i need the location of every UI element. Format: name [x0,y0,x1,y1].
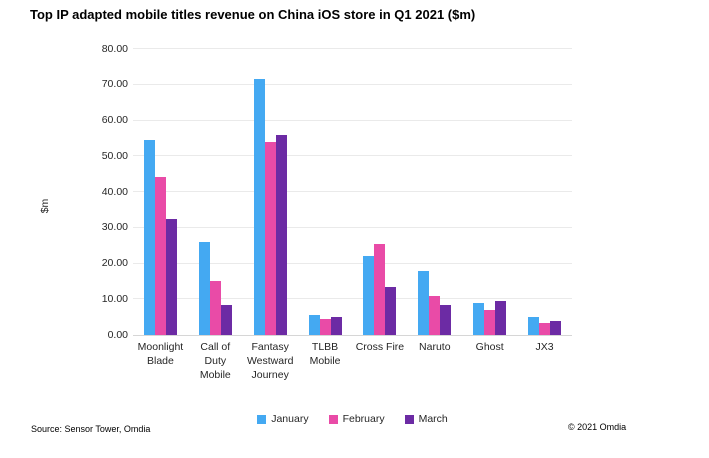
bar [220,305,232,335]
bar [363,256,375,335]
bar [154,176,166,335]
y-tick-label: 30.00 [101,221,128,234]
bar [143,140,155,335]
y-axis-label: $m [39,198,51,214]
gridline [133,298,572,300]
x-axis-label: Cross Fire [355,341,405,353]
bar [440,304,452,335]
bar-group-8 [517,317,572,335]
legend-label: February [342,413,385,425]
gridline [133,191,572,192]
bar [264,141,276,335]
y-tick-label: 20.00 [101,257,128,269]
bar [198,242,210,335]
legend: January February March [133,413,572,425]
x-axis-label: Ghost [475,341,504,353]
plot-area [133,48,572,336]
bar [528,317,540,335]
y-tick-label: 10.00 [101,292,128,305]
legend-swatch-icon [404,414,414,424]
bar-group-7 [462,301,517,335]
y-tick-label: 0.00 [107,328,128,341]
y-tick-label: 70.00 [101,78,128,91]
x-axis-labels: Moonlight Blade Call of Duty Mobile Fantas… [133,341,572,383]
x-axis-label: Moonlight Blade [137,341,184,367]
gridline [133,262,572,264]
x-axis-label: TLBB Mobile [309,341,341,367]
bar-groups [133,49,572,335]
gridline [133,119,572,121]
x-axis-label: JX3 [535,341,554,353]
bar [429,296,441,335]
bar [374,244,386,335]
gridline [133,155,572,157]
legend-item: February [328,413,385,425]
bar [539,322,551,335]
bar [319,319,331,335]
legend-swatch-icon [328,414,338,424]
legend-item: January [257,413,309,425]
bar [165,219,177,335]
legend-label: January [271,413,309,425]
bar-group-4 [298,314,353,335]
bar [253,79,265,335]
bar [418,270,430,335]
y-tick-label: 40.00 [101,185,128,198]
x-axis-label: Call of Duty Mobile [199,341,231,381]
legend-item: March [404,413,448,425]
y-tick-label: 60.00 [101,114,128,126]
bar [385,287,397,335]
bar [484,309,496,335]
y-tick-label: 80.00 [101,42,128,55]
bar [275,134,287,335]
bar [209,281,221,335]
bar [495,301,507,335]
bar-group-5 [353,244,408,335]
y-tick-label: 50.00 [101,149,128,162]
x-axis-label: Fantasy Westward Journey [246,341,294,381]
bar [550,321,562,335]
bar-group-1 [133,140,188,335]
x-axis-label: Naruto [419,341,451,353]
gridline [133,48,572,49]
legend-swatch-icon [257,414,267,424]
footer-copyright: © 2021 Omdia [568,422,627,432]
chart-title: Top IP adapted mobile titles revenue on … [30,7,476,22]
bar [473,303,485,335]
bar [308,314,320,335]
legend-label: March [418,413,448,425]
gridline [133,226,572,228]
footer-source: Source: Sensor Tower, Omdia [31,424,151,434]
gridline [133,83,572,85]
bar-group-3 [243,79,298,335]
bar-group-6 [407,270,462,335]
bar [330,317,342,335]
bar-group-2 [188,242,243,335]
